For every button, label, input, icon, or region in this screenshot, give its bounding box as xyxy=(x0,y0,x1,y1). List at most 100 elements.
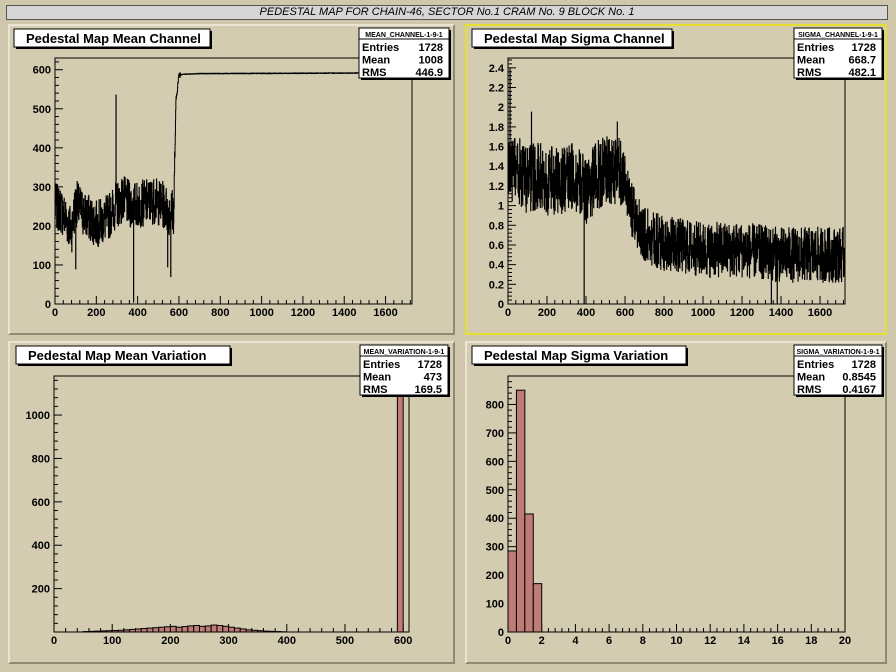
x-tick-label: 600 xyxy=(170,307,188,319)
y-tick-label: 400 xyxy=(486,513,504,525)
y-tick-label: 1.6 xyxy=(489,142,504,154)
stats-value-rms: 446.9 xyxy=(415,67,443,79)
mean-variation-chart: 0 100 200 300 400 500 600 200 400 600 800 1000 Pedes… xyxy=(15,344,450,647)
x-tick-label: 500 xyxy=(336,635,354,647)
stats-name: MEAN_CHANNEL-1-9-1 xyxy=(365,32,443,39)
pad-sigma-channel[interactable]: 0 200 400 600 800 1000 1200 1400 1600 0 0.2 0.4 0.6 0… xyxy=(465,24,887,335)
y-tick-label: 1.4 xyxy=(489,161,505,173)
y-tick-label: 200 xyxy=(32,584,50,596)
x-tick-label: 200 xyxy=(538,307,556,319)
y-tick-label: 0.4 xyxy=(489,260,505,272)
y-tick-label: 100 xyxy=(486,599,504,611)
hist-bar xyxy=(111,629,119,633)
y-tick-label: 400 xyxy=(33,143,51,155)
stats-box xyxy=(793,27,883,79)
hist-bar xyxy=(524,513,534,633)
y-tick-label: 200 xyxy=(33,221,51,233)
x-tick-label: 400 xyxy=(577,307,595,319)
chart-title: Pedestal Map Sigma Variation xyxy=(484,348,668,363)
stats-value-mean: 668.7 xyxy=(848,55,876,67)
x-tick-label: 1600 xyxy=(373,307,397,319)
mean-channel-chart: 0 200 400 600 800 1000 1200 1400 1600 0 100 200 300 4… xyxy=(13,27,451,319)
x-tick-label: 300 xyxy=(219,635,237,647)
stats-box xyxy=(358,27,450,79)
y-tick-label: 0 xyxy=(498,627,504,639)
hist-bar xyxy=(164,626,171,633)
stats-name: SIGMA_CHANNEL-1-9-1 xyxy=(798,32,878,39)
hist-bar xyxy=(396,375,404,633)
title-box xyxy=(15,345,231,365)
y-tick-label: 500 xyxy=(33,104,51,116)
y-tick-label: 600 xyxy=(33,65,51,77)
series-line xyxy=(507,67,846,305)
y-tick-label: 1.2 xyxy=(489,181,504,193)
plot-frame xyxy=(54,57,413,305)
series-line xyxy=(54,71,413,303)
hist-bar xyxy=(251,629,259,633)
x-tick-label: 1600 xyxy=(808,307,832,319)
x-tick-label: 0 xyxy=(505,635,511,647)
hist-bar xyxy=(146,627,154,633)
y-tick-label: 2.2 xyxy=(489,83,504,95)
sigma-channel-chart: 0 200 400 600 800 1000 1200 1400 1600 0 0.2 0.4 0.6 0… xyxy=(471,27,884,319)
stats-label-entries: Entries xyxy=(363,359,400,371)
hist-bar xyxy=(515,389,526,633)
stats-label-rms: RMS xyxy=(362,67,386,79)
title-box xyxy=(13,28,211,48)
stats-value-mean: 473 xyxy=(424,372,442,384)
stats-value-mean: 1008 xyxy=(419,55,443,67)
x-tick-label: 400 xyxy=(278,635,296,647)
stats-label-entries: Entries xyxy=(797,359,834,371)
hist-bar xyxy=(140,628,148,633)
x-tick-label: 20 xyxy=(839,635,851,647)
hist-bar xyxy=(245,629,253,633)
hist-bar xyxy=(134,628,142,633)
x-tick-label: 2 xyxy=(539,635,545,647)
pad-mean-channel[interactable]: 0 200 400 600 800 1000 1200 1400 1600 0 100 200 300 4… xyxy=(8,24,455,335)
hist-bar xyxy=(175,626,183,633)
y-tick-label: 800 xyxy=(32,453,50,465)
stats-label-entries: Entries xyxy=(797,42,834,54)
hist-bar xyxy=(105,630,113,633)
plot-frame xyxy=(53,375,410,633)
hist-bar xyxy=(239,628,247,633)
x-tick-label: 600 xyxy=(394,635,412,647)
y-tick-label: 500 xyxy=(486,485,504,497)
hist-bar xyxy=(88,630,96,633)
x-tick-label: 1400 xyxy=(332,307,356,319)
pad-mean-variation[interactable]: 0 100 200 300 400 500 600 200 400 600 800 1000 Pedes… xyxy=(8,341,455,664)
x-tick-label: 1200 xyxy=(730,307,754,319)
stats-value-rms: 169.5 xyxy=(414,384,442,396)
stats-value-entries: 1728 xyxy=(418,359,442,371)
title-box xyxy=(471,28,673,48)
stats-value-rms: 0.4167 xyxy=(842,384,876,396)
hist-bar xyxy=(198,625,206,633)
stats-value-rms: 482.1 xyxy=(848,67,876,79)
x-tick-label: 14 xyxy=(738,635,751,647)
x-tick-label: 1200 xyxy=(291,307,315,319)
sigma-variation-chart: 0 2 4 6 8 10 12 14 16 18 2001002003004005006007008… xyxy=(471,344,884,647)
hist-bar xyxy=(94,630,102,633)
y-tick-label: 1.8 xyxy=(489,122,504,134)
hist-bar xyxy=(129,628,136,633)
chart-title: Pedestal Map Sigma Channel xyxy=(484,31,665,46)
hist-bar xyxy=(117,629,125,633)
y-tick-label: 2 xyxy=(498,102,504,114)
y-tick-label: 0.6 xyxy=(489,240,504,252)
x-tick-label: 400 xyxy=(128,307,146,319)
canvas-title: PEDESTAL MAP FOR CHAIN-46, SECTOR No.1 C… xyxy=(6,5,888,20)
pad-sigma-variation[interactable]: 0 2 4 6 8 10 12 14 16 18 20 0 100 200 300 400 500 600 700 8… xyxy=(465,341,887,664)
stats-label-rms: RMS xyxy=(363,384,387,396)
stats-label-mean: Mean xyxy=(797,55,825,67)
x-tick-label: 100 xyxy=(103,635,121,647)
hist-bar xyxy=(263,630,270,633)
hist-bar xyxy=(233,627,241,633)
hist-bar xyxy=(193,624,200,633)
hist-bar xyxy=(216,624,224,633)
hist-bar xyxy=(257,630,265,633)
hist-bar xyxy=(532,583,543,633)
y-tick-label: 700 xyxy=(486,428,504,440)
y-tick-label: 1 xyxy=(498,201,504,213)
y-tick-label: 400 xyxy=(32,540,50,552)
y-tick-label: 0.8 xyxy=(489,220,504,232)
